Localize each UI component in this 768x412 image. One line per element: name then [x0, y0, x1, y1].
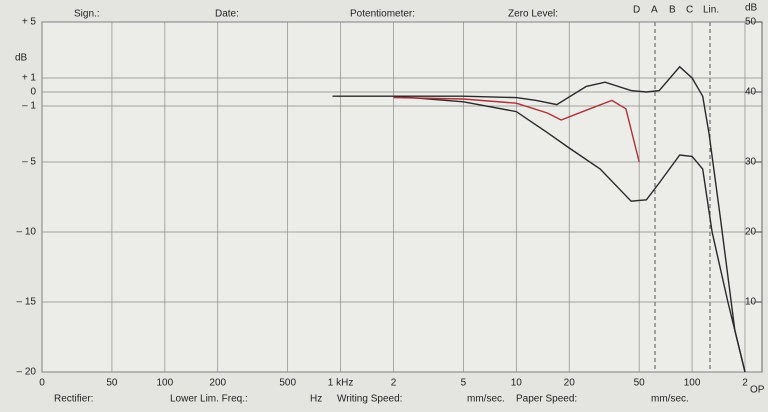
- header-label: C: [686, 5, 693, 16]
- footer-label: Paper Speed:: [516, 394, 577, 405]
- header-label: B: [669, 5, 676, 16]
- y2-tick-label: 30: [745, 157, 757, 168]
- y-tick-label: – 15: [17, 297, 37, 308]
- y-axis-label: dB: [15, 53, 28, 64]
- x-tick-label: 1 kHz: [328, 378, 354, 389]
- y-tick-label: – 10: [17, 227, 37, 238]
- plot-area: [41, 21, 763, 373]
- x-tick-label: 200: [209, 378, 226, 389]
- y-tick-label: – 1: [22, 101, 36, 112]
- x-tick-label: 100: [684, 378, 701, 389]
- y2-tick-label: 40: [745, 87, 757, 98]
- x-tick-label: 10: [511, 378, 523, 389]
- y2-tick-label: 20: [745, 227, 757, 238]
- header-label: D: [633, 5, 640, 16]
- header-label: Potentiometer:: [350, 9, 415, 20]
- x-tick-label: 20: [564, 378, 576, 389]
- header-label: Lin.: [703, 5, 719, 16]
- y2-tick-label: 10: [745, 297, 757, 308]
- y2-axis-label: dB: [745, 3, 758, 14]
- header-label: Sign.:: [74, 9, 100, 20]
- x-tick-label: 50: [106, 378, 118, 389]
- header-label: A: [651, 5, 658, 16]
- footer-label: Lower Lim. Freq.:: [170, 394, 248, 405]
- x-tick-label: 100: [156, 378, 173, 389]
- x-tick-label: 2: [391, 378, 397, 389]
- response-curve: [393, 95, 746, 373]
- footer-label: Hz: [310, 394, 322, 405]
- y-tick-label: 0: [30, 87, 36, 98]
- y-tick-label: + 5: [22, 17, 37, 28]
- header-label: Zero Level:: [508, 9, 558, 20]
- header-label: Date:: [215, 9, 239, 20]
- x-tick-label: 500: [279, 378, 296, 389]
- y-tick-label: – 5: [22, 157, 36, 168]
- footer-label: mm/sec.: [467, 394, 505, 405]
- x-tick-label: 2: [742, 378, 748, 389]
- footer-label: Writing Speed:: [337, 394, 402, 405]
- footer-label: Rectifier:: [54, 394, 93, 405]
- x-tick-label: 5: [461, 378, 467, 389]
- x-tick-label: 0: [39, 378, 45, 389]
- x-tick-label: 50: [634, 378, 646, 389]
- y-tick-label: – 20: [17, 367, 37, 378]
- response-curve: [393, 96, 640, 163]
- footer-label: mm/sec.: [651, 394, 689, 405]
- y2-bottom-label: OP: [750, 385, 765, 396]
- y2-tick-label: 50: [745, 17, 757, 28]
- response-curve: [332, 65, 746, 373]
- y-tick-label: + 1: [22, 73, 37, 84]
